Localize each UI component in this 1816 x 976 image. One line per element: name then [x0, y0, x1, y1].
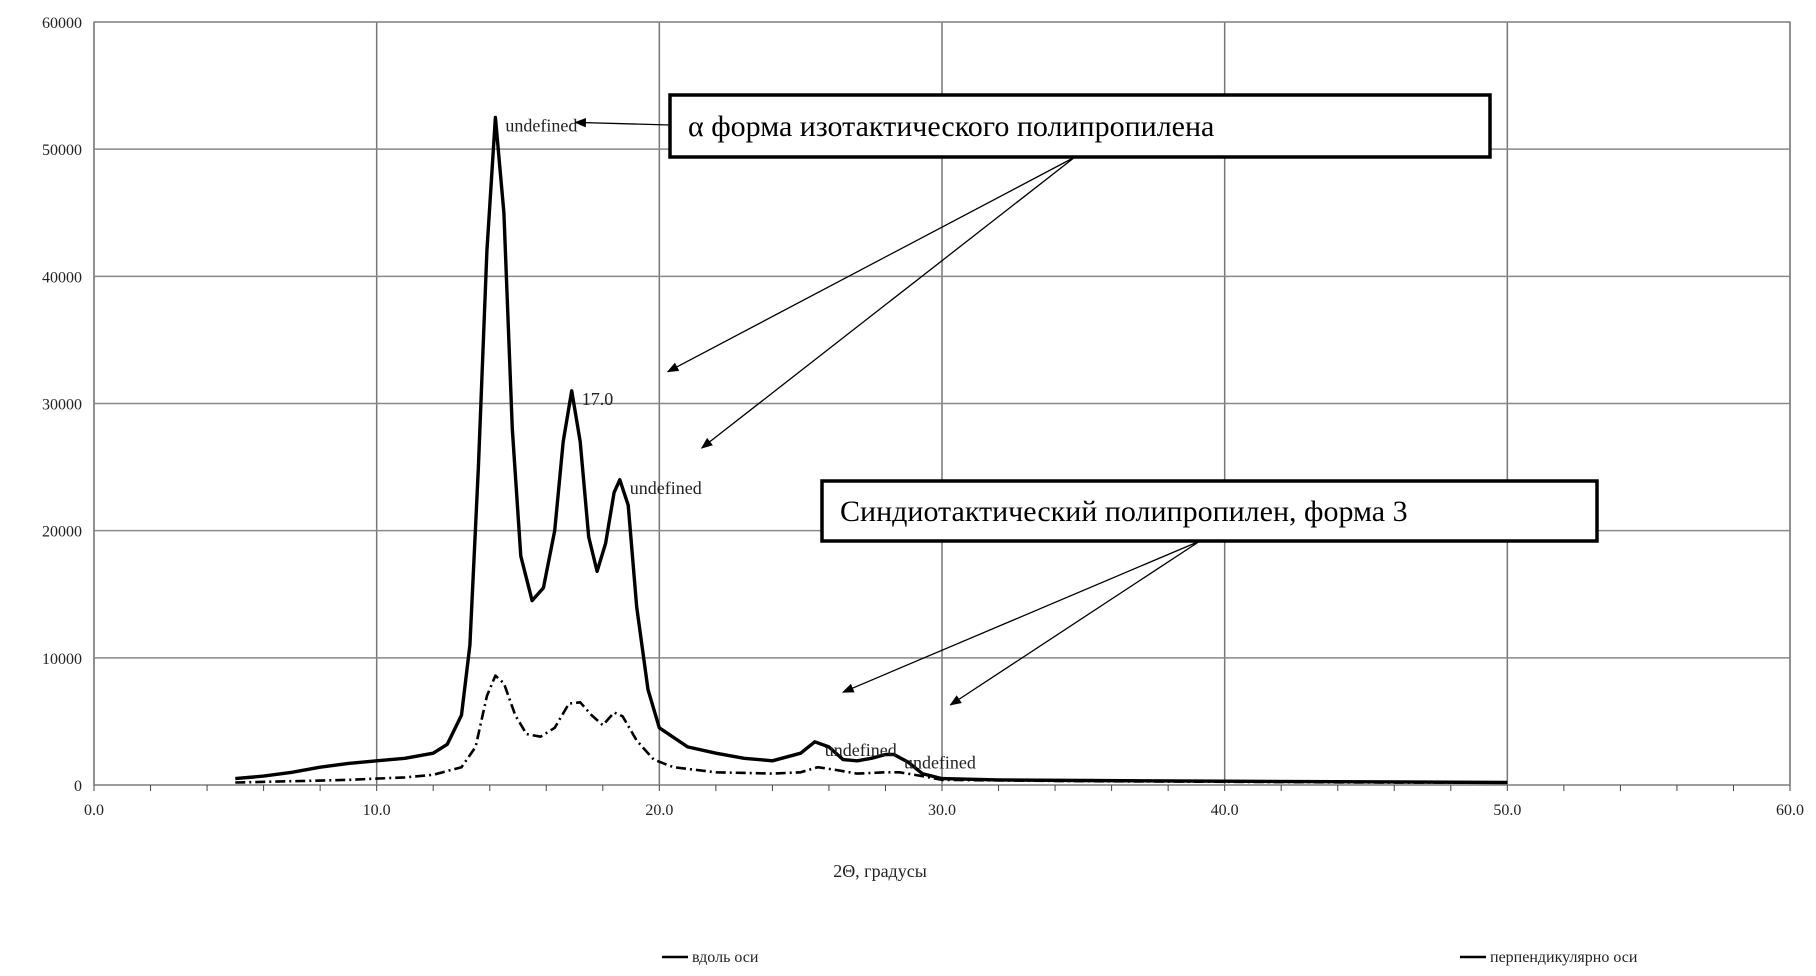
- peak-labels: undefined 17.0 undefined undefined undefined: [505, 115, 976, 772]
- x-axis-label: 2Θ, градусы: [833, 861, 927, 881]
- y-tick-label: 10000: [42, 651, 82, 668]
- y-tick-label: 30000: [42, 397, 82, 414]
- y-axis-ticks: 0 10000 20000 30000 40000 50000 60000: [42, 15, 82, 795]
- peak-label: undefined: [825, 740, 897, 760]
- callout-box: [820, 479, 1599, 543]
- x-tick-label: 10.0: [363, 802, 391, 819]
- callout-text: α форма изотактического полипропилена: [688, 110, 1214, 143]
- series-line-2: [235, 674, 1508, 784]
- callout-arrow: [574, 117, 671, 128]
- callout-box: [668, 93, 1492, 159]
- series-lines: [235, 115, 1508, 785]
- peak-label: undefined: [630, 478, 702, 498]
- legend: вдоль оси перпендикулярно оси: [662, 949, 1638, 966]
- callouts: α форма изотактического полипропилена Син…: [574, 93, 1599, 706]
- x-tick-label: 40.0: [1211, 802, 1239, 819]
- x-tick-label: 60.0: [1776, 802, 1804, 819]
- y-tick-label: 0: [74, 778, 82, 795]
- x-tick-label: 0.0: [84, 802, 104, 819]
- peak-label: undefined: [904, 752, 976, 772]
- x-tick-label: 50.0: [1493, 802, 1521, 819]
- y-tick-label: 40000: [42, 269, 82, 286]
- callout-arrow: [700, 156, 1076, 449]
- x-tick-label: 20.0: [645, 802, 673, 819]
- x-axis-ticks: 0.0 10.0 20.0 30.0 40.0 50.0 60.0: [84, 802, 1804, 819]
- peak-label: 17.0: [582, 389, 614, 409]
- y-tick-label: 60000: [42, 15, 82, 32]
- y-tick-label: 20000: [42, 524, 82, 541]
- callout-arrow: [841, 540, 1201, 693]
- y-tick-label: 50000: [42, 142, 82, 159]
- callout-text: Синдиотактический полипропилен, форма 3: [840, 495, 1408, 528]
- x-tick-label: 30.0: [928, 802, 956, 819]
- callout-arrow: [666, 156, 1076, 373]
- legend-label: вдоль оси: [692, 949, 759, 966]
- legend-label: перпендикулярно оси: [1490, 949, 1638, 966]
- callout-arrow: [949, 540, 1201, 706]
- series-line-1: [235, 115, 1508, 785]
- peak-label: undefined: [505, 115, 577, 135]
